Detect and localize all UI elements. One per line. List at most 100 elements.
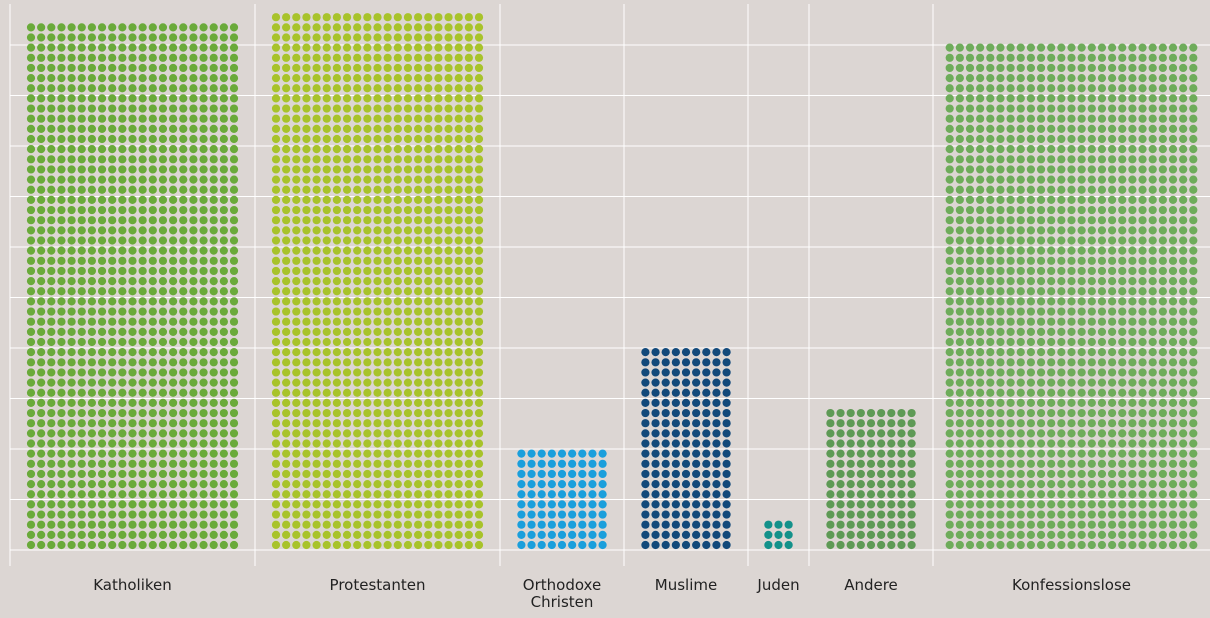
dot <box>271 327 281 336</box>
dot <box>1087 297 1096 306</box>
dot <box>87 134 96 144</box>
dot <box>836 449 845 458</box>
dot <box>209 480 218 489</box>
dot <box>424 226 433 235</box>
dot <box>148 317 157 326</box>
dot <box>414 419 423 428</box>
dot <box>77 185 86 194</box>
dot <box>37 307 46 316</box>
dot <box>1128 490 1137 499</box>
dot <box>97 490 107 499</box>
dot <box>363 124 372 133</box>
dot <box>332 388 341 397</box>
dot <box>118 266 127 276</box>
dot <box>219 449 228 458</box>
dot <box>97 469 107 479</box>
dot <box>108 195 117 204</box>
dot <box>986 205 995 215</box>
dot <box>383 368 392 377</box>
dot <box>1026 43 1035 52</box>
dot <box>229 104 239 113</box>
dot <box>1006 195 1015 204</box>
dot <box>37 205 46 215</box>
dot <box>671 368 680 377</box>
dot <box>199 53 208 62</box>
dot <box>722 378 731 387</box>
dot <box>1067 297 1076 306</box>
dot <box>353 480 362 489</box>
dot <box>1118 348 1127 357</box>
dot <box>229 439 239 448</box>
dot <box>1148 388 1157 397</box>
dot <box>712 368 721 377</box>
dot <box>454 388 463 397</box>
dot <box>424 297 433 306</box>
dot <box>219 398 228 407</box>
dot <box>1097 317 1107 326</box>
dot <box>1077 297 1086 306</box>
dot <box>1168 520 1178 529</box>
dot <box>866 459 876 468</box>
dot <box>199 439 208 448</box>
dot <box>393 216 402 225</box>
dot <box>199 226 208 235</box>
dot <box>37 84 46 93</box>
dot <box>148 287 157 296</box>
dot <box>434 530 443 539</box>
dot <box>1087 530 1096 539</box>
dot <box>1067 327 1076 336</box>
dot <box>189 216 198 225</box>
dot <box>1108 419 1117 428</box>
dot <box>1118 94 1127 103</box>
dot <box>393 398 402 407</box>
dot <box>1006 378 1015 387</box>
dot <box>37 419 46 428</box>
dot <box>1057 490 1066 499</box>
dot <box>1006 408 1015 418</box>
dot-column <box>826 408 916 550</box>
dot <box>271 74 281 83</box>
dot <box>97 520 107 529</box>
dot <box>1067 236 1076 245</box>
dot <box>1067 398 1076 407</box>
dot <box>474 378 484 387</box>
dot <box>47 419 56 428</box>
dot <box>424 134 433 144</box>
dot <box>681 490 691 499</box>
dot <box>986 500 995 509</box>
dot <box>353 520 362 529</box>
dot <box>169 368 178 377</box>
dot <box>37 155 46 164</box>
dot <box>47 449 56 458</box>
dot <box>189 246 198 255</box>
dot <box>169 469 178 479</box>
dot <box>856 490 865 499</box>
dot <box>229 165 239 174</box>
dot <box>661 459 670 468</box>
dot <box>97 358 107 367</box>
dot <box>229 388 239 397</box>
dot <box>1097 94 1107 103</box>
dot <box>1168 205 1178 215</box>
dot <box>67 327 76 336</box>
dot <box>1168 266 1178 276</box>
dot <box>219 378 228 387</box>
dot <box>434 449 443 458</box>
dot <box>148 337 157 347</box>
dot <box>1047 63 1056 73</box>
dot <box>189 337 198 347</box>
dot <box>158 348 168 357</box>
dot <box>393 266 402 276</box>
dot <box>1047 256 1056 265</box>
dot <box>976 398 985 407</box>
dot <box>353 368 362 377</box>
dot <box>1128 317 1137 326</box>
dot <box>138 94 147 103</box>
dot <box>189 500 198 509</box>
dot <box>363 327 372 336</box>
dot <box>332 13 341 22</box>
dot <box>383 520 392 529</box>
dot <box>87 236 96 245</box>
dot <box>199 216 208 225</box>
dot <box>836 500 845 509</box>
